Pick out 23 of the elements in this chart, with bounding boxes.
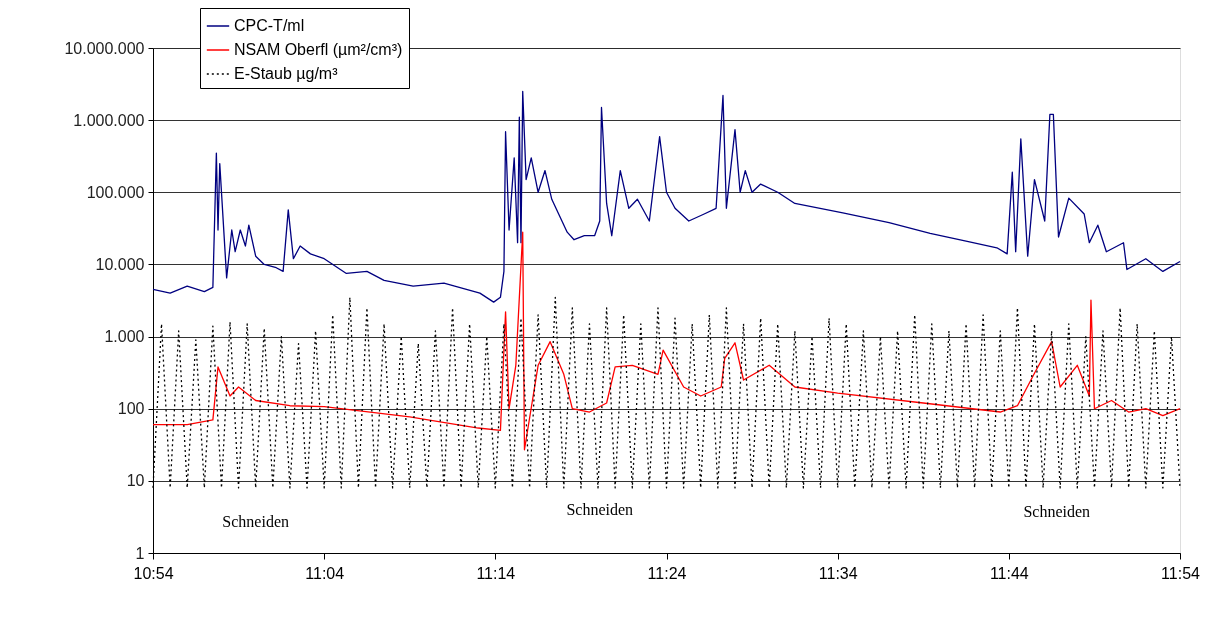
y-tick-label: 10 xyxy=(126,472,145,490)
legend-label: CPC-T/ml xyxy=(234,17,305,34)
x-tick-label: 11:44 xyxy=(989,564,1029,582)
legend-label: NSAM Oberfl (µm²/cm³) xyxy=(234,41,403,58)
x-tick-label: 11:34 xyxy=(818,564,858,582)
y-tick-label: 1 xyxy=(135,544,145,562)
annotation: Schneiden xyxy=(566,501,634,518)
y-tick-label: 1.000.000 xyxy=(73,111,145,129)
y-tick-label: 10.000 xyxy=(95,255,145,273)
x-tick-label: 10:54 xyxy=(133,564,174,582)
y-tick-label: 100 xyxy=(117,400,145,418)
annotation: Schneiden xyxy=(1023,503,1091,520)
line-series xyxy=(152,231,1181,451)
x-tick-label: 11:14 xyxy=(476,564,516,582)
x-tick-label: 11:54 xyxy=(1161,564,1201,582)
y-tick-label: 10.000.000 xyxy=(64,39,145,57)
line-series xyxy=(152,90,1181,303)
y-tick-label: 100.000 xyxy=(86,183,145,201)
x-tick-label: 11:04 xyxy=(305,564,345,582)
x-tick-label: 11:24 xyxy=(647,564,687,582)
y-tick-label: 1.000 xyxy=(104,328,145,346)
annotation: Schneiden xyxy=(222,513,290,530)
legend-label: E-Staub µg/m³ xyxy=(234,65,339,82)
